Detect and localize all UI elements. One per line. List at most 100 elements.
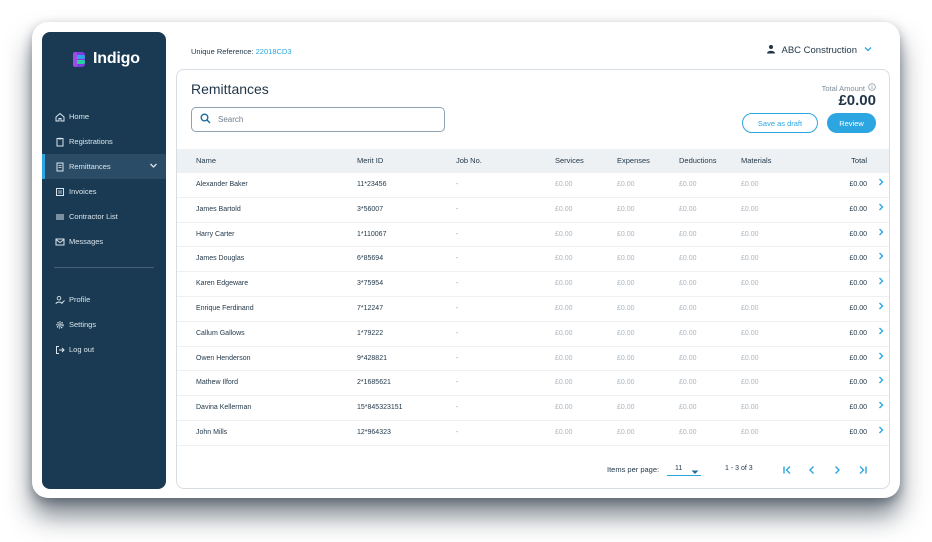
sidebar-item-label: Contractor List <box>69 212 118 221</box>
gear-icon <box>55 320 65 330</box>
items-per-page-label: Items per page: <box>607 465 660 474</box>
table-row[interactable]: James Bartold 3*56007 - £0.00 £0.00 £0.0… <box>177 198 889 223</box>
table-row[interactable]: Enrique Ferdinand 7*12247 - £0.00 £0.00 … <box>177 297 889 322</box>
chevron-down-icon[interactable] <box>149 161 158 172</box>
sidebar-item-messages[interactable]: Messages <box>42 229 166 254</box>
sidebar-item-remittances[interactable]: Remittances <box>42 154 166 179</box>
previous-page-icon[interactable] <box>806 464 818 476</box>
chevron-right-icon[interactable] <box>877 322 885 335</box>
cell-total: £0.00 <box>849 354 867 362</box>
account-name: ABC Construction <box>781 45 857 56</box>
cell-merit-id: 6*85694 <box>357 255 384 263</box>
save-as-draft-button[interactable]: Save as draft <box>742 113 818 133</box>
cell-total: £0.00 <box>849 205 867 213</box>
cell-job-no: - <box>456 428 459 436</box>
next-page-icon[interactable] <box>831 464 843 476</box>
cell-services: £0.00 <box>555 230 573 238</box>
cell-deductions: £0.00 <box>679 379 697 387</box>
chevron-right-icon[interactable] <box>877 396 885 409</box>
chevron-right-icon[interactable] <box>877 421 885 434</box>
sidebar-divider <box>54 267 154 268</box>
total-amount-value: £0.00 <box>838 92 876 109</box>
table-row[interactable]: Davina Kellerman 15*845323151 - £0.00 £0… <box>177 396 889 421</box>
column-header-total[interactable]: Total <box>851 156 867 165</box>
cell-expenses: £0.00 <box>617 354 635 362</box>
table-row[interactable]: John Mills 12*964323 - £0.00 £0.00 £0.00… <box>177 421 889 446</box>
cell-name: Enrique Ferdinand <box>196 304 254 312</box>
column-header-services[interactable]: Services <box>555 156 584 165</box>
info-icon[interactable] <box>868 83 876 93</box>
logout-icon <box>55 345 65 355</box>
cell-total: £0.00 <box>849 428 867 436</box>
column-header-name[interactable]: Name <box>196 156 217 165</box>
search-input[interactable]: Search <box>191 107 445 132</box>
cell-expenses: £0.00 <box>617 404 635 412</box>
chevron-right-icon[interactable] <box>877 247 885 260</box>
cell-merit-id: 15*845323151 <box>357 404 403 412</box>
pagination: Items per page: 11 1 - 3 of 3 <box>177 463 889 477</box>
table-row[interactable]: Alexander Baker 11*23456 - £0.00 £0.00 £… <box>177 173 889 198</box>
sidebar-item-logout[interactable]: Log out <box>42 337 166 362</box>
table-row[interactable]: Mathew Ilford 2*1685621 - £0.00 £0.00 £0… <box>177 371 889 397</box>
cell-services: £0.00 <box>555 428 573 436</box>
sidebar-item-registrations[interactable]: Registrations <box>42 129 166 154</box>
cell-merit-id: 11*23456 <box>357 181 387 188</box>
cell-job-no: - <box>456 230 459 238</box>
sidebar-item-label: Registrations <box>69 137 113 146</box>
cell-expenses: £0.00 <box>617 428 635 436</box>
cell-deductions: £0.00 <box>679 181 697 188</box>
table-row[interactable]: Callum Gallows 1*79222 - £0.00 £0.00 £0.… <box>177 322 889 347</box>
cell-services: £0.00 <box>555 304 573 312</box>
first-page-icon[interactable] <box>781 464 793 476</box>
table-row[interactable]: Karen Edgeware 3*75954 - £0.00 £0.00 £0.… <box>177 272 889 297</box>
brand-logo[interactable]: Indigo <box>72 50 140 68</box>
chevron-right-icon[interactable] <box>877 347 885 360</box>
cell-services: £0.00 <box>555 354 573 362</box>
table-row[interactable]: Owen Henderson 9*428821 - £0.00 £0.00 £0… <box>177 347 889 372</box>
chevron-right-icon[interactable] <box>877 173 885 186</box>
cell-services: £0.00 <box>555 329 573 337</box>
sidebar-item-settings[interactable]: Settings <box>42 312 166 337</box>
cell-expenses: £0.00 <box>617 230 635 238</box>
page-range: 1 - 3 of 3 <box>725 465 753 472</box>
chevron-right-icon[interactable] <box>877 297 885 310</box>
cell-materials: £0.00 <box>741 428 759 436</box>
column-header-expenses[interactable]: Expenses <box>617 156 650 165</box>
account-switcher[interactable]: ABC Construction <box>766 44 874 57</box>
chevron-right-icon[interactable] <box>877 272 885 285</box>
cell-name: Karen Edgeware <box>196 280 249 288</box>
cell-deductions: £0.00 <box>679 329 697 337</box>
sidebar-item-profile[interactable]: Profile <box>42 287 166 312</box>
cell-materials: £0.00 <box>741 230 759 238</box>
chevron-right-icon[interactable] <box>877 223 885 236</box>
cell-name: John Mills <box>196 428 228 436</box>
column-header-job-no[interactable]: Job No. <box>456 156 482 165</box>
column-header-merit-id[interactable]: Merit ID <box>357 156 384 165</box>
cell-services: £0.00 <box>555 255 573 263</box>
cell-merit-id: 1*79222 <box>357 329 384 337</box>
sidebar-item-label: Invoices <box>69 187 97 196</box>
reference-value[interactable]: 22018CD3 <box>255 47 292 56</box>
column-header-deductions[interactable]: Deductions <box>679 156 717 165</box>
chevron-right-icon[interactable] <box>877 198 885 211</box>
cell-job-no: - <box>456 379 459 387</box>
cell-job-no: - <box>456 205 459 213</box>
sidebar-item-contractor-list[interactable]: Contractor List <box>42 204 166 229</box>
clipboard-icon <box>55 137 65 147</box>
last-page-icon[interactable] <box>856 464 868 476</box>
cell-job-no: - <box>456 354 459 362</box>
items-per-page-select[interactable]: 11 <box>667 463 701 476</box>
cell-total: £0.00 <box>849 230 867 238</box>
cell-total: £0.00 <box>849 329 867 337</box>
cell-merit-id: 9*428821 <box>357 354 387 362</box>
table-row[interactable]: Harry Carter 1*110067 - £0.00 £0.00 £0.0… <box>177 223 889 248</box>
chevron-right-icon[interactable] <box>877 371 885 384</box>
review-button[interactable]: Review <box>827 113 876 133</box>
column-header-materials[interactable]: Materials <box>741 156 772 165</box>
table-row[interactable]: James Douglas 6*85694 - £0.00 £0.00 £0.0… <box>177 247 889 273</box>
sidebar-item-home[interactable]: Home <box>42 104 166 129</box>
items-per-page-value: 11 <box>675 465 683 472</box>
cell-deductions: £0.00 <box>679 404 697 412</box>
sidebar-item-invoices[interactable]: Invoices <box>42 179 166 204</box>
cell-name: Callum Gallows <box>196 329 245 337</box>
